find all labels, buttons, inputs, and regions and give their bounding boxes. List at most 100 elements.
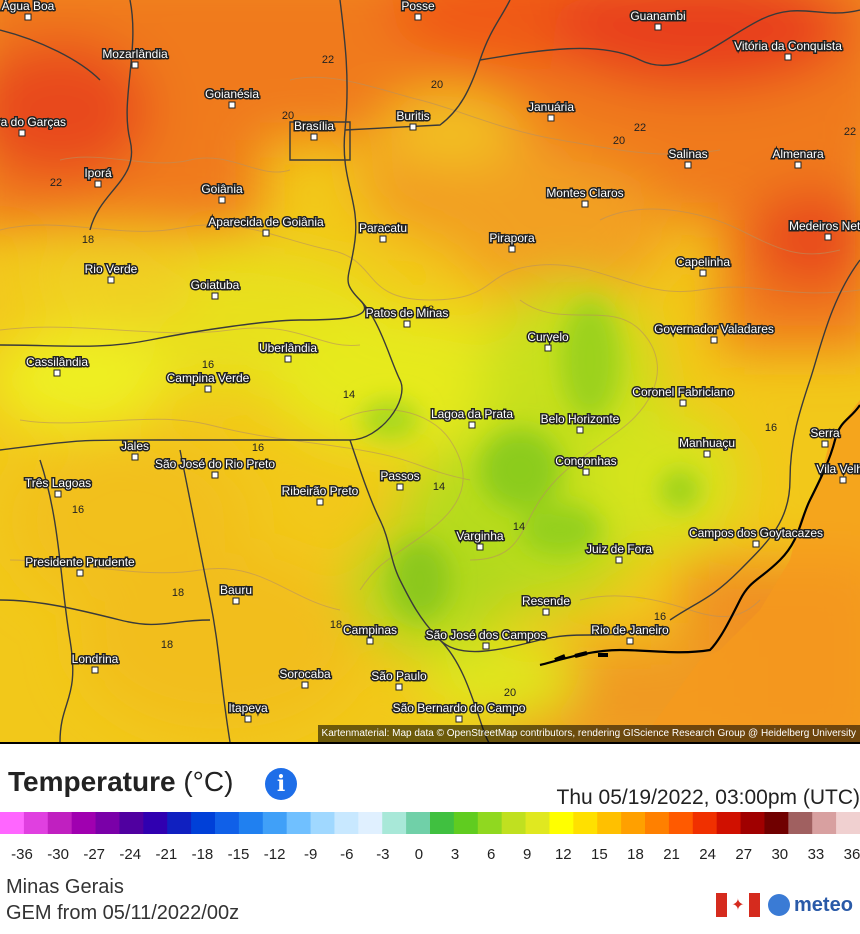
city-label: Guanambi bbox=[629, 8, 687, 31]
city-name: Três Lagoas bbox=[25, 476, 91, 490]
color-scale-tick: 33 bbox=[807, 846, 825, 863]
color-scale-swatch bbox=[501, 812, 527, 834]
city-name: Presidente Prudente bbox=[25, 555, 135, 569]
city-label: Curvelo bbox=[526, 329, 570, 352]
city-label: Vila Velha bbox=[815, 461, 860, 484]
color-scale-swatch bbox=[430, 812, 455, 834]
city-name: Aparecida de Goiânia bbox=[208, 215, 324, 229]
city-label: Buritis bbox=[395, 108, 431, 131]
city-marker bbox=[710, 336, 718, 344]
city-label: Campos dos Goytacazes bbox=[687, 525, 825, 548]
city-labels: Água Boa Posse Guanambi Vitória da Conquist… bbox=[0, 0, 860, 723]
color-scale-swatch bbox=[119, 812, 144, 834]
city-label: Vitória da Conquista bbox=[733, 38, 844, 61]
isoline-label: 22 bbox=[322, 54, 334, 66]
city-label: Campinas bbox=[341, 622, 399, 645]
city-label: Capelinha bbox=[674, 254, 732, 277]
color-scale-swatch bbox=[812, 812, 837, 834]
city-label: Posse bbox=[400, 0, 436, 21]
color-scale-swatch bbox=[836, 812, 860, 834]
city-marker bbox=[316, 498, 324, 506]
city-label: Presidente Prudente bbox=[24, 554, 137, 577]
city-name: Goianésia bbox=[205, 87, 259, 101]
city-label: Ribeirão Preto bbox=[280, 483, 360, 506]
city-label: Rio Verde bbox=[83, 261, 139, 284]
city-name: São Bernardo do Campo bbox=[393, 701, 526, 715]
isoline-label: 22 bbox=[50, 177, 62, 189]
region-name: Minas Gerais bbox=[6, 876, 124, 898]
city-label: Bauru bbox=[218, 582, 254, 605]
isoline-label: 18 bbox=[161, 639, 173, 651]
city-name: Patos de Minas bbox=[366, 306, 449, 320]
city-name: Londrina bbox=[72, 652, 119, 666]
color-scale-tick: -30 bbox=[47, 846, 69, 863]
city-marker bbox=[403, 320, 411, 328]
city-marker bbox=[395, 683, 403, 691]
city-name: Pirapora bbox=[489, 231, 535, 245]
forecast-timestamp: Thu 05/19/2022, 03:00pm (UTC) bbox=[556, 786, 860, 809]
info-icon[interactable]: i bbox=[265, 768, 297, 800]
city-label: Barra do Garças bbox=[0, 114, 68, 137]
isoline-label: 20 bbox=[431, 79, 443, 91]
coastline bbox=[539, 404, 860, 667]
color-scale-swatch bbox=[23, 812, 49, 834]
city-name: Itapeva bbox=[228, 701, 268, 715]
city-label: Medeiros Neto bbox=[787, 218, 860, 241]
city-name: Salinas bbox=[668, 147, 707, 161]
city-name: Medeiros Neto bbox=[789, 219, 860, 233]
color-scale-swatch bbox=[573, 812, 598, 834]
isoline-label: 16 bbox=[72, 504, 84, 516]
legend-separator bbox=[0, 742, 860, 744]
city-name: Ribeirão Preto bbox=[282, 484, 359, 498]
city-label: Almenara bbox=[771, 146, 826, 169]
color-scale-tick: -6 bbox=[340, 846, 354, 863]
city-label: Patos de Minas bbox=[364, 305, 450, 328]
city-marker bbox=[654, 23, 662, 31]
city-marker bbox=[232, 597, 240, 605]
city-marker bbox=[91, 666, 99, 674]
city-name: Vila Velha bbox=[816, 462, 860, 476]
city-marker bbox=[455, 715, 463, 723]
city-label: Iporá bbox=[83, 165, 113, 188]
branding[interactable]: ✦ meteo bbox=[716, 890, 853, 920]
map-attribution[interactable]: Kartenmaterial: Map data © OpenStreetMap… bbox=[317, 725, 860, 744]
city-name: Campos dos Goytacazes bbox=[689, 526, 823, 540]
color-scale-swatch bbox=[740, 812, 765, 834]
city-label: Governador Valadares bbox=[653, 321, 775, 344]
city-marker bbox=[684, 161, 692, 169]
color-scale-tick: -36 bbox=[11, 846, 33, 863]
color-scale-tick: -3 bbox=[376, 846, 390, 863]
city-marker bbox=[581, 200, 589, 208]
city-name: Brasília bbox=[294, 119, 334, 133]
city-marker bbox=[839, 476, 847, 484]
city-name: Cassilândia bbox=[26, 355, 88, 369]
city-marker bbox=[821, 440, 829, 448]
city-marker bbox=[703, 450, 711, 458]
city-name: Goiânia bbox=[201, 182, 243, 196]
color-scale-tick: -12 bbox=[263, 846, 286, 863]
city-name: Resende bbox=[522, 594, 570, 608]
temperature-map[interactable]: 22 20 20 22 20 22 22 18 18 16 14 16 16 14 16 14 18 16 18 18… bbox=[0, 0, 860, 744]
color-scale-swatch bbox=[143, 812, 168, 834]
city-label: São Paulo bbox=[370, 668, 429, 691]
city-label: Goiânia bbox=[200, 181, 245, 204]
city-name: Mozarlândia bbox=[102, 47, 168, 61]
city-name: Sorocaba bbox=[279, 667, 331, 681]
city-label: Brasília bbox=[292, 118, 336, 141]
color-scale-tick: -9 bbox=[304, 846, 318, 863]
city-name: Vitória da Conquista bbox=[734, 39, 842, 53]
city-name: Januária bbox=[528, 100, 574, 114]
city-marker bbox=[752, 540, 760, 548]
city-marker bbox=[396, 483, 404, 491]
city-name: Campina Verde bbox=[167, 371, 250, 385]
city-name: Barra do Garças bbox=[0, 115, 66, 129]
color-scale-tick: 3 bbox=[450, 846, 460, 863]
city-marker bbox=[76, 569, 84, 577]
city-label: Goianésia bbox=[203, 86, 261, 109]
color-scale-swatch bbox=[453, 812, 479, 834]
city-marker bbox=[211, 471, 219, 479]
city-marker bbox=[468, 421, 476, 429]
city-name: Juiz de Fora bbox=[586, 542, 652, 556]
color-scale-swatch bbox=[382, 812, 407, 834]
city-label: Januária bbox=[526, 99, 576, 122]
